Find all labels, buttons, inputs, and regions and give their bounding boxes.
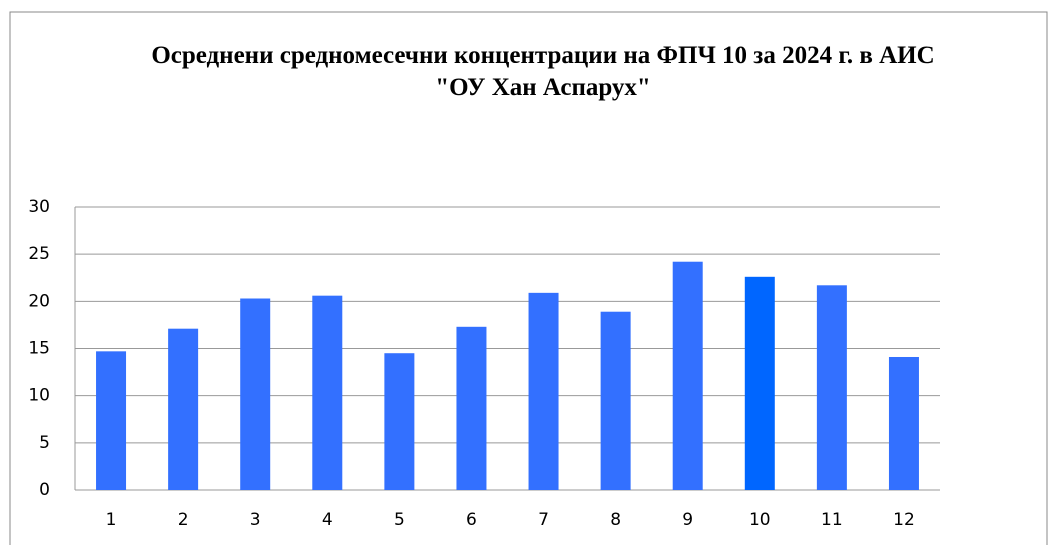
bar [312,295,343,490]
bar [528,292,559,490]
x-tick-label: 1 [106,510,117,530]
bar [672,261,703,490]
x-tick-label: 11 [821,510,843,530]
x-tick-label: 3 [250,510,261,530]
chart-title: Осреднени средномесечни концентрации на … [151,42,935,101]
y-tick-label: 5 [39,433,50,453]
y-tick-label: 0 [39,480,50,500]
chart-frame [9,11,1048,545]
x-tick-label: 7 [538,510,549,530]
x-tick-label: 12 [893,510,915,530]
bar [888,356,919,490]
y-tick-label: 25 [28,244,50,264]
bar [816,285,847,490]
x-tick-label: 6 [466,510,477,530]
bar [96,351,127,490]
x-tick-label: 4 [322,510,333,530]
x-tick-label: 9 [682,510,693,530]
x-tick-label: 8 [610,510,621,530]
bar [456,326,487,490]
y-tick-label: 10 [28,386,50,406]
x-tick-label: 2 [178,510,189,530]
x-tick-label: 10 [749,510,771,530]
y-tick-label: 15 [28,339,50,359]
y-tick-label: 30 [28,197,50,217]
bar [384,353,415,490]
y-tick-label: 20 [28,291,50,311]
bar [168,328,199,490]
bar [240,298,271,490]
x-tick-label: 5 [394,510,405,530]
bar [744,276,775,490]
bar [600,311,631,490]
